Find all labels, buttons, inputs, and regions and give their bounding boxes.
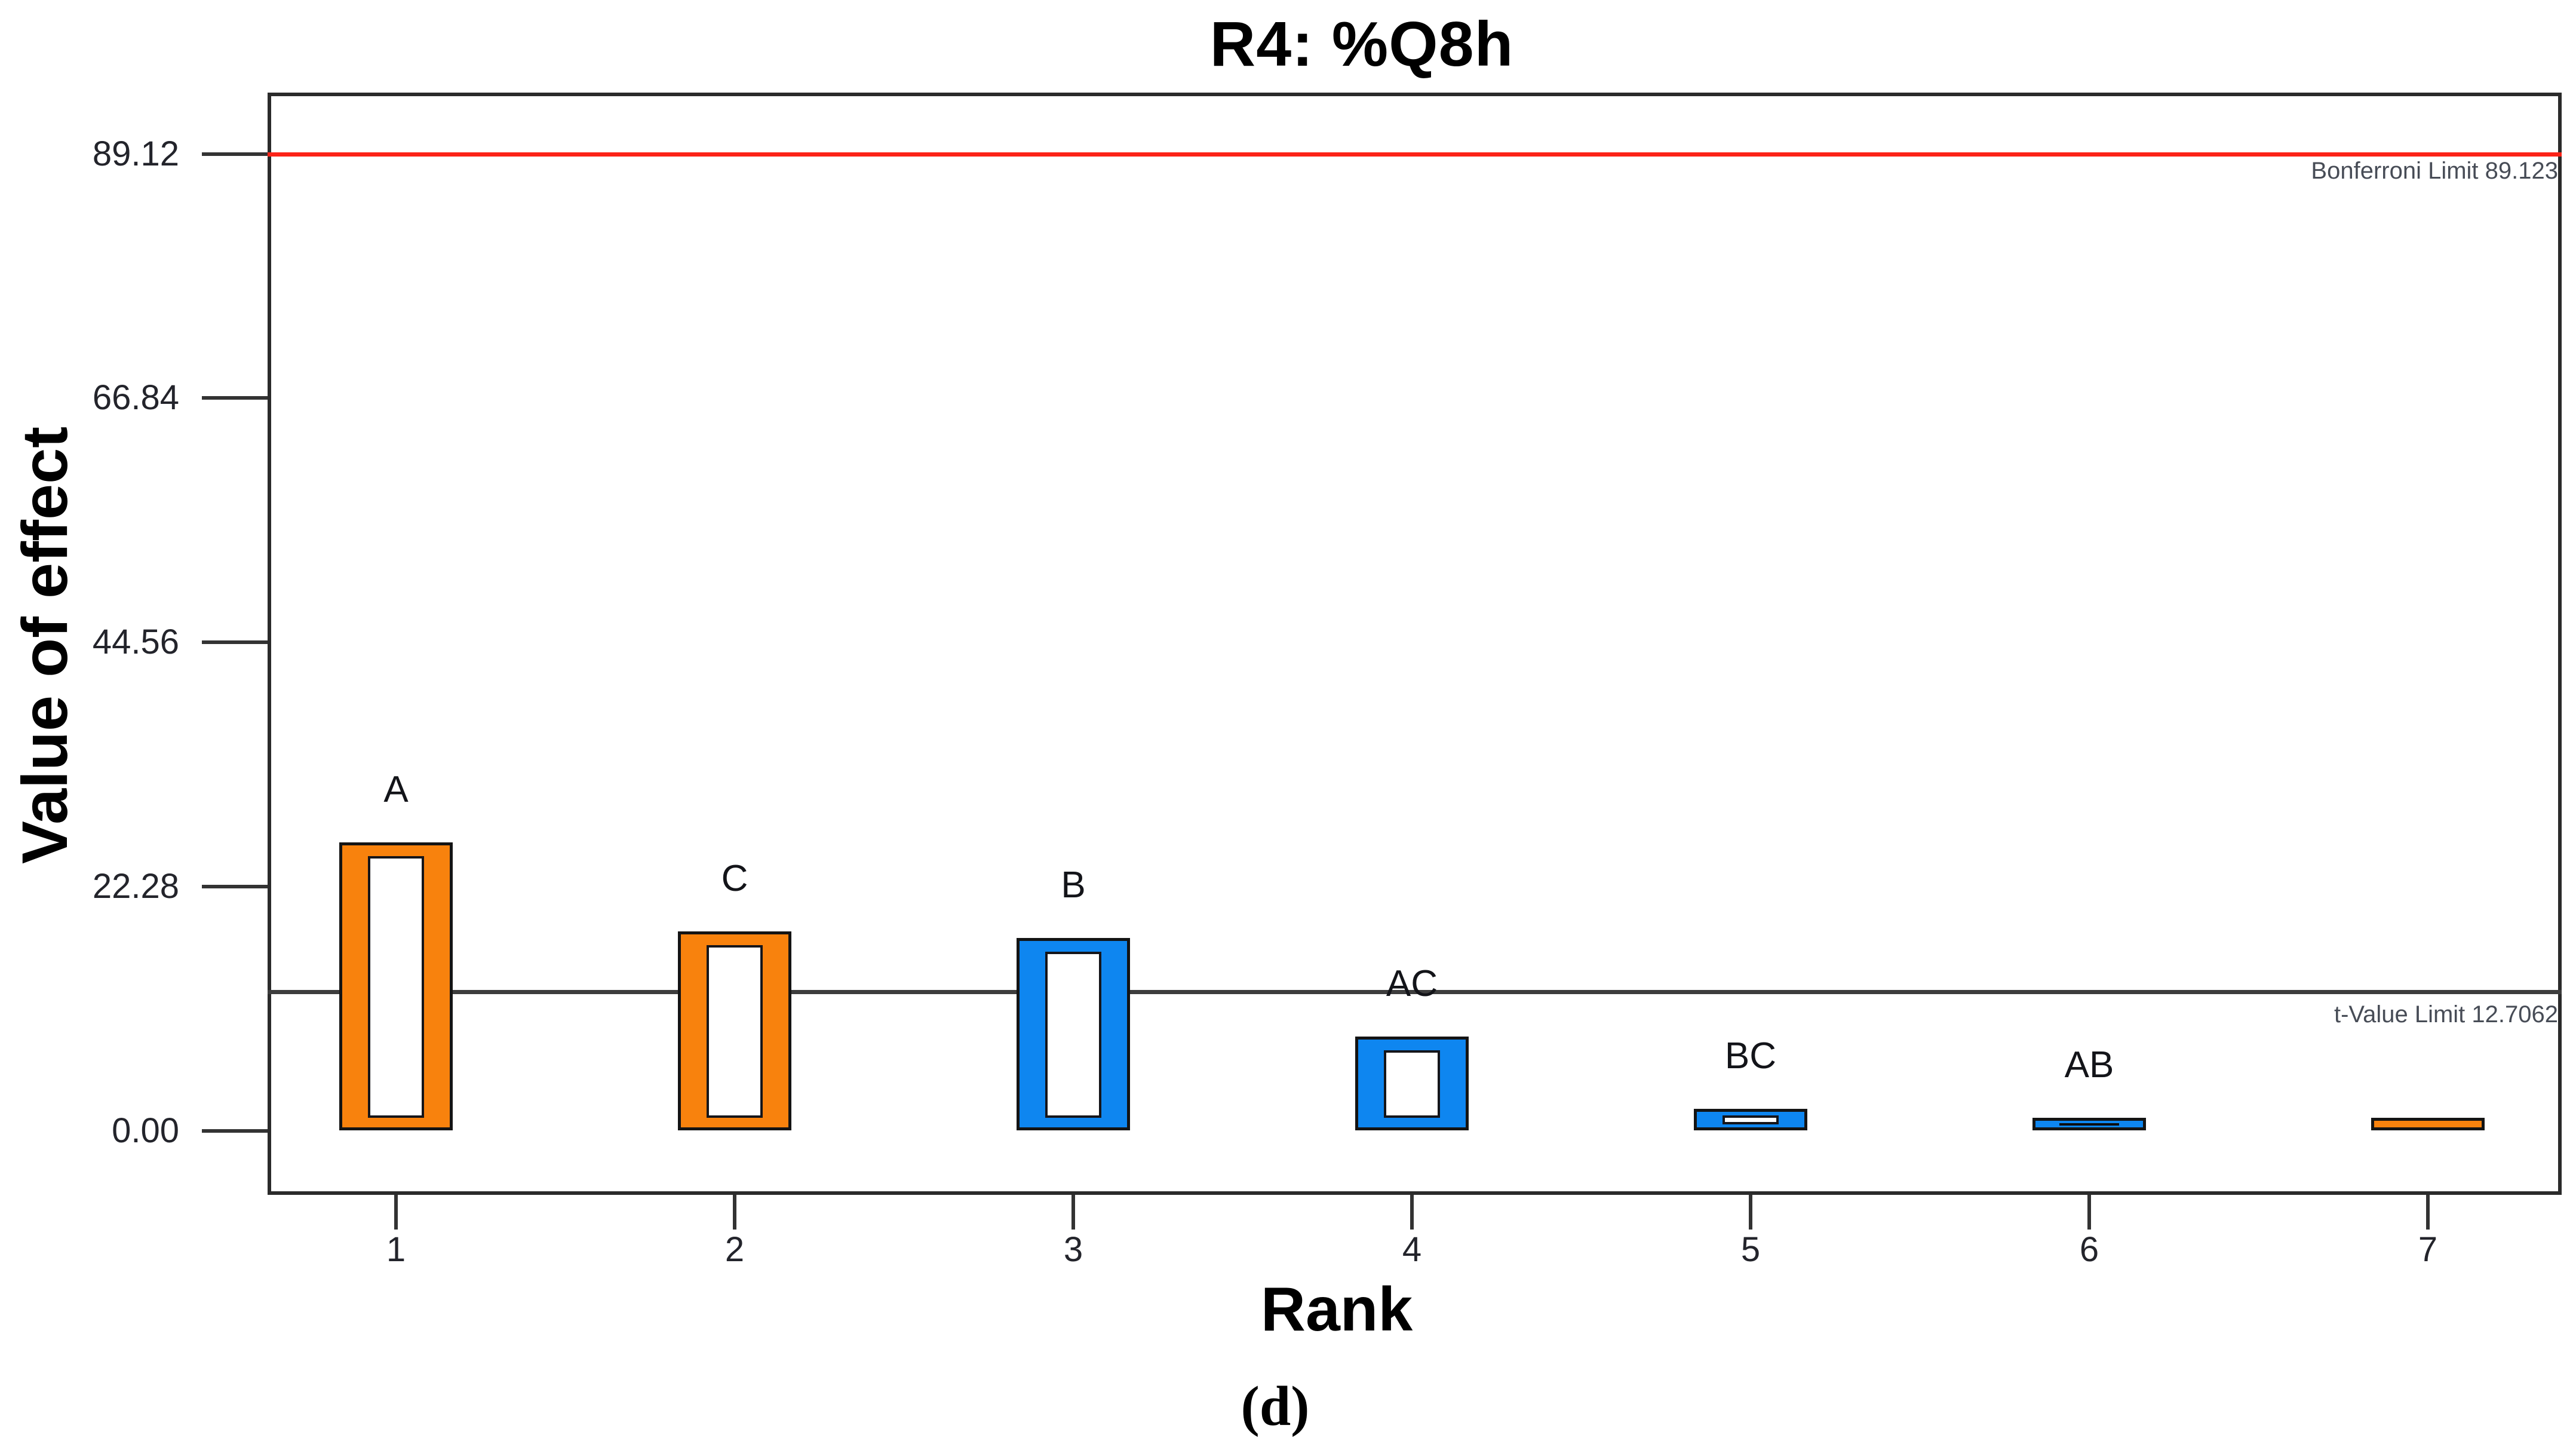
y-axis-tick-label: 22.28 bbox=[92, 867, 179, 906]
plot-frame bbox=[268, 93, 2562, 1195]
x-axis-tick bbox=[1410, 1195, 1414, 1230]
x-axis-tick bbox=[2087, 1195, 2091, 1230]
bar-label-AC: AC bbox=[1386, 963, 1438, 1004]
bar-rank-7 bbox=[2371, 1118, 2485, 1130]
x-axis-tick bbox=[1071, 1195, 1075, 1230]
bar-hollow-center bbox=[1723, 1115, 1779, 1124]
x-axis-tick bbox=[733, 1195, 736, 1230]
y-axis-tick bbox=[202, 396, 268, 400]
bar-label-A: A bbox=[383, 769, 409, 810]
t-value-limit-line bbox=[268, 990, 2562, 994]
bar-rank-5 bbox=[1694, 1109, 1807, 1130]
bar-hollow-center bbox=[707, 945, 763, 1118]
x-axis-tick-label: 2 bbox=[724, 1230, 745, 1269]
bar-hollow-center bbox=[368, 856, 424, 1118]
bar-rank-3 bbox=[1017, 938, 1130, 1130]
x-axis-title: Rank bbox=[1260, 1275, 1413, 1344]
x-axis-tick-label: 1 bbox=[386, 1230, 406, 1269]
x-axis-tick bbox=[394, 1195, 398, 1230]
bar-label-BC: BC bbox=[1724, 1035, 1777, 1077]
bar-label-AB: AB bbox=[2064, 1044, 2114, 1086]
bar-label-B: B bbox=[1061, 864, 1086, 906]
x-axis-tick bbox=[2426, 1195, 2430, 1230]
bar-hollow-center bbox=[1045, 952, 1101, 1118]
x-axis-tick-label: 6 bbox=[2079, 1230, 2099, 1269]
bar-rank-4 bbox=[1355, 1037, 1469, 1130]
bar-rank-1 bbox=[339, 842, 453, 1130]
x-axis-tick bbox=[1749, 1195, 1752, 1230]
figure-caption: (d) bbox=[1241, 1375, 1310, 1437]
bonferroni-limit-line bbox=[268, 152, 2562, 157]
y-axis-tick bbox=[202, 885, 268, 888]
y-axis-tick bbox=[202, 1129, 268, 1133]
x-axis-tick-label: 3 bbox=[1063, 1230, 1083, 1269]
y-axis-tick bbox=[202, 640, 268, 644]
t-value-limit-label: t-Value Limit 12.7062 bbox=[2334, 1001, 2558, 1028]
chart-title: R4: %Q8h bbox=[1209, 9, 1514, 79]
bar-rank-2 bbox=[678, 931, 791, 1130]
bar-label-C: C bbox=[721, 858, 748, 899]
y-axis-tick bbox=[202, 152, 268, 156]
x-axis-tick-label: 4 bbox=[1402, 1230, 1422, 1269]
y-axis-tick-label: 44.56 bbox=[92, 623, 179, 661]
bar-rank-6 bbox=[2032, 1118, 2146, 1130]
x-axis-tick-label: 7 bbox=[2418, 1230, 2438, 1269]
bonferroni-limit-label: Bonferroni Limit 89.123 bbox=[2311, 158, 2558, 184]
y-axis-tick-label: 66.84 bbox=[92, 378, 179, 417]
y-axis-tick-label: 89.12 bbox=[92, 134, 179, 173]
bar-hollow-center bbox=[1384, 1050, 1440, 1118]
x-axis-tick-label: 5 bbox=[1740, 1230, 1761, 1269]
y-axis-tick-label: 0.00 bbox=[112, 1111, 179, 1150]
bar-collapsed-center bbox=[2059, 1123, 2119, 1126]
